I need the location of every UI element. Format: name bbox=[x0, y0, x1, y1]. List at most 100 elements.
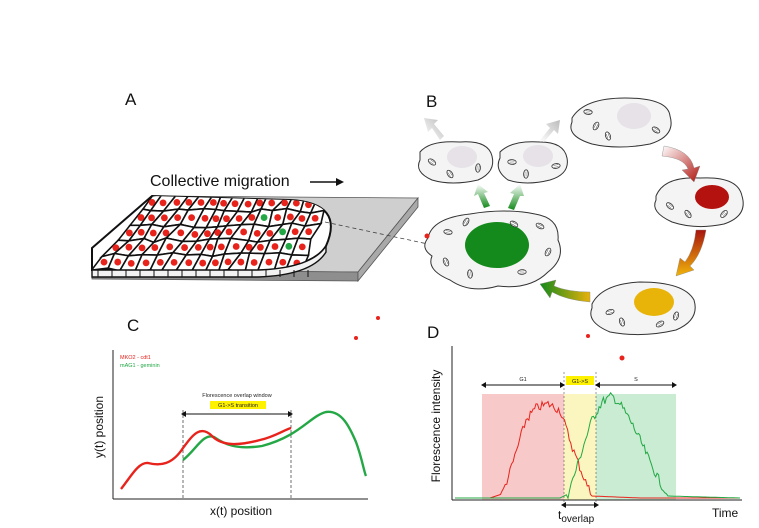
overlap-band bbox=[564, 394, 596, 500]
nucleus-red-dot bbox=[209, 199, 217, 206]
arrow-division-right-icon bbox=[508, 184, 524, 210]
nucleus-red-dot bbox=[257, 243, 264, 251]
nucleus-red-dot bbox=[298, 215, 306, 222]
nucleus-red-dot bbox=[125, 243, 133, 251]
transition-highlight bbox=[210, 401, 266, 409]
nucleus-orange bbox=[634, 288, 674, 316]
nucleus-red-dot bbox=[245, 243, 253, 251]
panel-a: A Collective migration bbox=[91, 90, 429, 283]
nucleus-red-dot bbox=[223, 215, 230, 223]
trajectory-red bbox=[120, 426, 292, 490]
nucleus-red-dot bbox=[211, 259, 219, 267]
nucleus-red-dot bbox=[250, 259, 258, 266]
organelle bbox=[517, 269, 527, 275]
nucleus-red-dot bbox=[127, 259, 135, 267]
cycle-arrows bbox=[424, 118, 707, 303]
nucleus-red-dot bbox=[232, 243, 240, 250]
nucleus-red-dot bbox=[279, 258, 287, 266]
nucleus-red-dot bbox=[199, 259, 207, 267]
organelle bbox=[666, 202, 674, 210]
organelle bbox=[509, 220, 519, 228]
nucleus-green-dot bbox=[285, 242, 293, 250]
nucleus-red-dot bbox=[166, 243, 174, 251]
nucleus-red-dot bbox=[237, 258, 245, 266]
nucleus-red-dot bbox=[194, 243, 202, 251]
nucleus-red-dot bbox=[151, 244, 159, 251]
nucleus-red-dot bbox=[185, 259, 193, 267]
panel-a-label: A bbox=[125, 90, 137, 109]
intensity-green-curve bbox=[455, 391, 740, 500]
d-xlabel: Time bbox=[712, 506, 739, 520]
nucleus-red-dot bbox=[217, 243, 225, 251]
organelle bbox=[475, 163, 481, 173]
g1-span-arrow-icon bbox=[481, 382, 565, 388]
organelle bbox=[442, 257, 450, 267]
nucleus-red-dot bbox=[137, 228, 145, 236]
organelle bbox=[462, 217, 470, 227]
collective-migration-title: Collective migration bbox=[150, 173, 290, 190]
t-overlap-arrow-icon bbox=[561, 502, 599, 508]
c-window-arrow-icon bbox=[181, 411, 293, 417]
organelle bbox=[535, 222, 545, 230]
nucleus-pale bbox=[447, 146, 477, 168]
nucleus-red-dot bbox=[248, 214, 256, 221]
g1s-highlight bbox=[566, 376, 594, 385]
organelle bbox=[651, 126, 661, 134]
d-ylabel: Florescence intensity bbox=[429, 370, 443, 483]
nucleus-red-dot bbox=[271, 243, 279, 250]
nucleus-red-dot bbox=[149, 229, 157, 237]
nucleus-red-dot bbox=[181, 244, 188, 251]
cell-daughter-right bbox=[497, 141, 568, 184]
nucleus-red-dot bbox=[240, 228, 248, 236]
arrow-to-green-icon bbox=[539, 279, 591, 303]
nucleus-red-dot bbox=[114, 258, 122, 266]
nucleus-red-dot bbox=[112, 244, 120, 252]
nucleus-red-dot bbox=[256, 199, 264, 207]
nucleus-red-dot bbox=[170, 259, 178, 266]
nucleus-red-dot bbox=[142, 259, 150, 267]
arrow-to-orange-icon bbox=[675, 229, 707, 277]
nucleus-red-dot bbox=[253, 229, 261, 237]
nucleus-red-dot bbox=[225, 228, 233, 236]
panel-d-label: D bbox=[427, 323, 439, 342]
arrow-to-red-icon bbox=[661, 145, 701, 183]
migration-arrow-icon bbox=[310, 178, 344, 186]
s-span-arrow-icon bbox=[595, 382, 677, 388]
nucleus-pale bbox=[617, 103, 651, 129]
nucleus-green-dot bbox=[260, 214, 268, 221]
organelle bbox=[427, 158, 437, 166]
organelle bbox=[446, 169, 454, 179]
organelle bbox=[720, 210, 728, 218]
organelle bbox=[467, 269, 473, 279]
g1-band bbox=[482, 394, 564, 500]
nucleus-red-dot bbox=[125, 229, 133, 237]
phase-g1-label: G1 bbox=[519, 377, 526, 383]
arrow-migrate-left-icon bbox=[424, 118, 444, 140]
organelle bbox=[618, 317, 626, 327]
cell-orange-nucleus bbox=[590, 281, 696, 336]
nucleus-red-dot bbox=[185, 198, 193, 206]
nucleus-red-dot bbox=[100, 258, 108, 266]
nucleus-red-dot bbox=[291, 228, 299, 236]
nucleus-red-dot bbox=[160, 214, 168, 222]
phase-g1s-label: G1->S bbox=[572, 379, 588, 385]
panel-c: C MKO2 - cdt1 mAG1 - geminin Florescence… bbox=[92, 316, 368, 518]
organelle bbox=[655, 320, 665, 328]
organelle bbox=[443, 229, 453, 235]
nucleus-red-dot bbox=[298, 243, 306, 251]
arrow-migrate-right-icon bbox=[540, 120, 560, 142]
nucleus-red-dot bbox=[138, 244, 146, 252]
organelle bbox=[544, 247, 552, 257]
panel-d: D G1 G1->S S toverlap Time Flores bbox=[427, 323, 742, 525]
trajectory-green bbox=[182, 410, 368, 477]
nucleus-red-dot bbox=[224, 258, 232, 266]
nucleus-red-dot bbox=[286, 213, 294, 221]
nucleus-red-dot bbox=[162, 229, 170, 237]
nucleus-red bbox=[695, 185, 729, 209]
nucleus-red-dot bbox=[201, 214, 209, 222]
zoom-connector-line bbox=[324, 221, 429, 245]
organelle bbox=[672, 311, 680, 321]
nucleus-pale bbox=[523, 145, 553, 167]
organelle bbox=[523, 169, 529, 179]
nucleus-red-dot bbox=[281, 199, 289, 207]
